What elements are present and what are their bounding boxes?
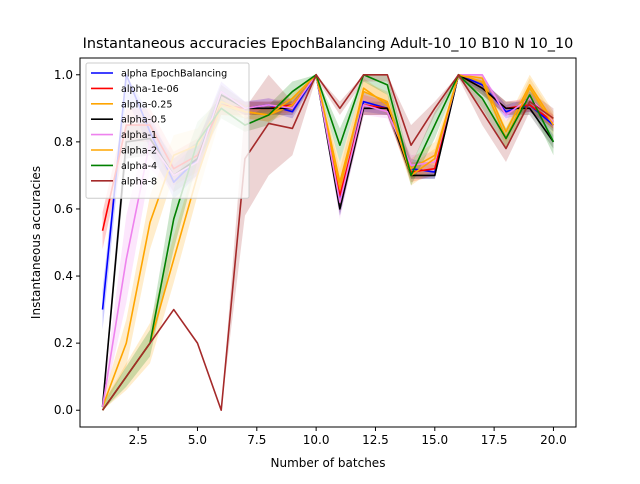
- x-tick-label: 12.5: [362, 433, 389, 447]
- legend-label: alpha EpochBalancing: [121, 69, 227, 80]
- x-tick-label: 15.0: [421, 433, 448, 447]
- y-axis-label: Instantaneous accuracies: [29, 166, 43, 319]
- series-line-alpha-4: [101, 73, 555, 411]
- chart-title: Instantaneous accuracies EpochBalancing …: [83, 36, 574, 52]
- y-tick-label: 1.0: [54, 68, 73, 82]
- x-tick-label: 2.5: [129, 433, 148, 447]
- series-line-alpha-8: [101, 73, 554, 412]
- x-axis-ticks: 2.5 5.0 7.5 10.0 12.5 15.0 17.5 20.0: [129, 427, 567, 447]
- series-line-alpha-2: [101, 73, 555, 411]
- x-tick-label: 20.0: [540, 433, 567, 447]
- y-axis-ticks: 0.0 0.2 0.4 0.6 0.8 1.0: [54, 68, 80, 417]
- legend-label: alpha-0.5: [121, 115, 166, 126]
- x-tick-label: 7.5: [247, 433, 266, 447]
- x-tick-label: 5.0: [188, 433, 207, 447]
- legend-label: alpha-1e-06: [121, 84, 179, 95]
- legend-box: [85, 62, 250, 199]
- y-tick-label: 0.2: [54, 336, 73, 350]
- legend-label: alpha-1: [121, 130, 157, 141]
- plot-frame: [79, 57, 577, 428]
- x-axis-label: Number of batches: [271, 456, 386, 470]
- legend-label: alpha-8: [121, 176, 157, 187]
- legend: alpha EpochBalancing alpha-1e-06 alpha-0.2…: [85, 62, 250, 199]
- y-tick-label: 0.6: [54, 202, 73, 216]
- legend-label: alpha-4: [121, 161, 157, 172]
- x-tick-label: 17.5: [481, 433, 508, 447]
- legend-label: alpha-2: [121, 146, 157, 157]
- y-tick-label: 0.8: [54, 135, 73, 149]
- legend-label: alpha-0.25: [121, 99, 172, 110]
- y-tick-label: 0.4: [54, 269, 73, 283]
- x-tick-label: 10.0: [303, 433, 330, 447]
- y-tick-label: 0.0: [54, 403, 73, 417]
